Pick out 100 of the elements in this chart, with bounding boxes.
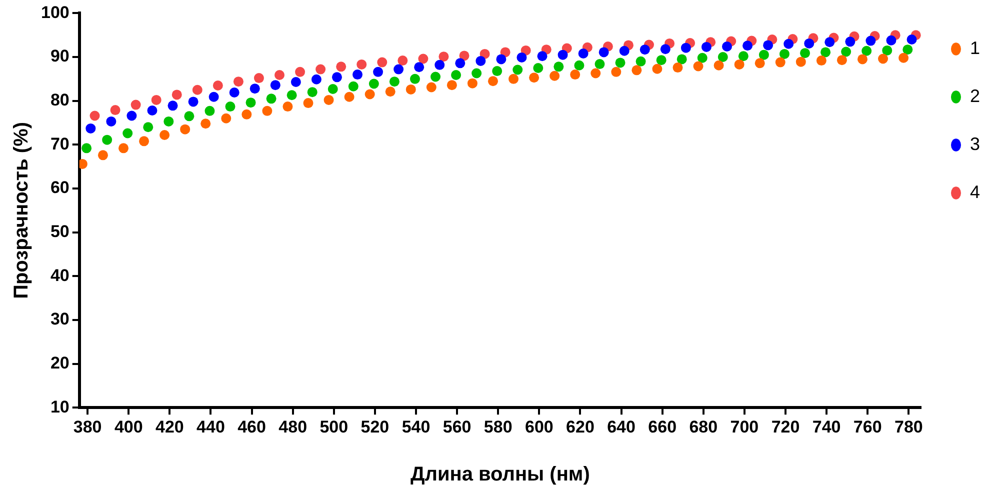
point xyxy=(434,60,445,70)
point xyxy=(512,64,523,75)
x-tick-label: 560 xyxy=(442,417,472,436)
x-tick-label: 760 xyxy=(853,417,882,436)
point xyxy=(845,36,856,47)
point xyxy=(143,122,154,132)
point xyxy=(878,54,888,64)
point xyxy=(192,84,202,95)
point xyxy=(636,56,646,66)
x-tick-label: 620 xyxy=(566,417,594,436)
point xyxy=(701,42,712,52)
point xyxy=(303,98,314,108)
point xyxy=(882,45,892,56)
point xyxy=(529,72,540,83)
point xyxy=(488,76,498,86)
point xyxy=(332,72,342,82)
point xyxy=(364,89,375,100)
point xyxy=(660,44,670,54)
point xyxy=(836,55,847,66)
point xyxy=(160,130,170,140)
point xyxy=(389,76,400,87)
y-axis-title: Прозрачность (%) xyxy=(10,122,33,299)
point xyxy=(208,92,219,102)
point xyxy=(754,58,765,68)
y-tick-label: 10 xyxy=(50,397,70,416)
point xyxy=(554,62,564,72)
point xyxy=(430,72,441,82)
point xyxy=(188,96,198,107)
point xyxy=(328,84,338,94)
point xyxy=(533,62,544,73)
x-tick-label: 400 xyxy=(114,417,143,436)
point xyxy=(779,48,790,59)
point xyxy=(250,84,260,94)
point xyxy=(611,66,622,77)
point xyxy=(656,55,666,66)
x-tick-label: 640 xyxy=(607,417,636,436)
point xyxy=(676,54,687,64)
point xyxy=(680,42,691,53)
point xyxy=(496,54,506,64)
point xyxy=(172,90,182,100)
point xyxy=(286,90,297,100)
point xyxy=(714,60,724,70)
y-tick-label: 60 xyxy=(50,178,70,198)
point xyxy=(418,54,428,64)
y-tick-label: 20 xyxy=(50,353,70,372)
point xyxy=(758,50,769,60)
point xyxy=(697,52,708,63)
point xyxy=(906,34,917,44)
point xyxy=(168,100,178,111)
point xyxy=(82,143,92,154)
x-tick-label: 540 xyxy=(402,417,430,436)
point xyxy=(414,62,424,72)
point xyxy=(246,98,256,108)
x-axis-title: Длина волны (нм) xyxy=(410,464,590,486)
x-tick-label: 500 xyxy=(320,417,348,436)
point xyxy=(266,94,276,104)
point xyxy=(516,52,527,62)
point xyxy=(324,94,334,105)
legend-label: 3 xyxy=(970,134,980,154)
point xyxy=(316,64,326,74)
point xyxy=(857,54,868,64)
point xyxy=(204,106,215,116)
point xyxy=(467,78,478,88)
point xyxy=(598,47,609,58)
point xyxy=(472,68,482,78)
point xyxy=(866,36,876,46)
point xyxy=(122,128,133,138)
point xyxy=(570,70,580,80)
x-tick-label: 460 xyxy=(238,417,266,436)
point xyxy=(311,74,322,84)
point xyxy=(578,48,588,59)
point xyxy=(820,47,831,58)
point xyxy=(147,105,158,116)
x-tick-label: 740 xyxy=(812,417,841,436)
x-tick-label: 700 xyxy=(730,417,759,436)
x-tick-label: 660 xyxy=(648,417,677,436)
point xyxy=(800,48,810,58)
point xyxy=(336,62,346,72)
x-tick-label: 420 xyxy=(155,417,184,436)
point xyxy=(693,61,704,72)
point xyxy=(824,37,835,48)
point xyxy=(290,77,301,87)
x-tick-label: 480 xyxy=(278,417,308,436)
point xyxy=(718,52,728,62)
legend-label: 2 xyxy=(970,86,980,106)
point xyxy=(784,38,794,49)
point xyxy=(722,42,732,52)
point xyxy=(459,50,470,61)
point xyxy=(796,56,806,67)
y-tick-label: 100 xyxy=(40,2,70,22)
point xyxy=(574,60,584,70)
point xyxy=(862,46,872,56)
point xyxy=(225,102,236,112)
point xyxy=(619,46,630,56)
point xyxy=(200,118,211,129)
y-tick-label: 30 xyxy=(50,310,70,329)
point xyxy=(558,50,568,60)
point xyxy=(233,76,244,87)
point xyxy=(110,105,120,116)
point xyxy=(508,74,519,84)
